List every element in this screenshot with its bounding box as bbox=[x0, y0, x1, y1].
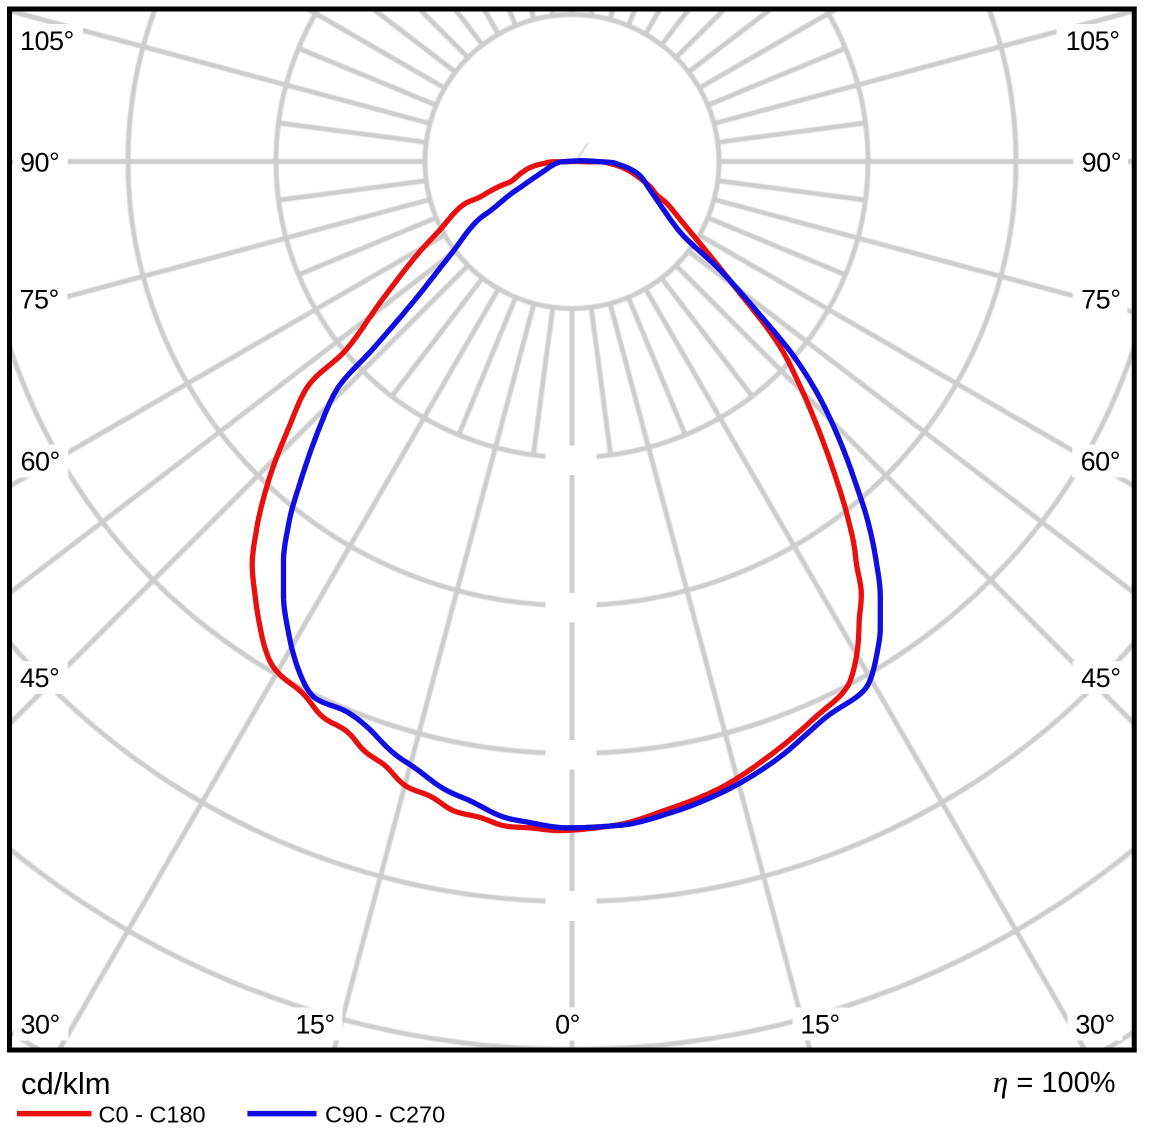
svg-text:15°: 15° bbox=[800, 1010, 839, 1040]
svg-text:90°: 90° bbox=[20, 148, 59, 178]
svg-text:60°: 60° bbox=[21, 447, 60, 477]
svg-text:105°: 105° bbox=[1066, 26, 1120, 56]
svg-text:cd/klm: cd/klm bbox=[21, 1066, 111, 1101]
svg-text:45°: 45° bbox=[1081, 663, 1120, 693]
svg-text:105°: 105° bbox=[20, 26, 74, 56]
svg-text:15°: 15° bbox=[295, 1010, 334, 1040]
svg-text:90°: 90° bbox=[1082, 148, 1121, 178]
svg-text:30°: 30° bbox=[21, 1010, 60, 1040]
svg-text:C0 - C180: C0 - C180 bbox=[99, 1102, 206, 1128]
svg-text:45°: 45° bbox=[20, 663, 59, 693]
svg-text:0°: 0° bbox=[555, 1010, 580, 1040]
svg-text:75°: 75° bbox=[1081, 285, 1120, 315]
svg-text:C90 - C270: C90 - C270 bbox=[325, 1102, 445, 1128]
svg-text:75°: 75° bbox=[20, 285, 59, 315]
svg-text:30°: 30° bbox=[1075, 1010, 1114, 1040]
svg-text:η = 100%: η = 100% bbox=[993, 1064, 1116, 1099]
svg-text:60°: 60° bbox=[1081, 447, 1120, 477]
